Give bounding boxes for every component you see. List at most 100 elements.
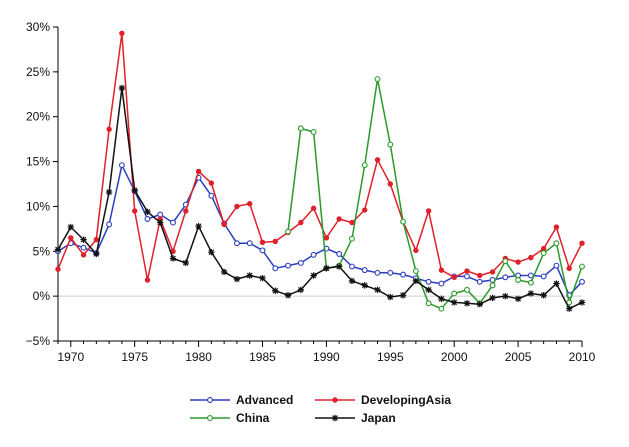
data-point-developingasia xyxy=(566,265,572,272)
legend-marker-china xyxy=(207,415,213,421)
data-point-developingasia xyxy=(464,268,470,274)
data-point-japan xyxy=(553,280,560,287)
legend-item-japan: Japan xyxy=(315,411,396,425)
series-japan xyxy=(54,84,586,312)
data-point-developingasia xyxy=(323,235,330,241)
data-point-developingasia xyxy=(579,240,585,246)
x-tick-label: 2010 xyxy=(569,350,596,364)
data-point-developingasia xyxy=(68,235,74,241)
series-line-china xyxy=(287,78,583,310)
data-point-advanced xyxy=(476,278,483,285)
data-point-japan xyxy=(131,187,138,194)
data-point-developingasia xyxy=(362,207,368,213)
x-tick-label: 2005 xyxy=(505,350,532,364)
data-point-developingasia xyxy=(298,219,304,226)
data-point-china xyxy=(515,277,522,283)
data-point-japan xyxy=(80,236,87,243)
data-point-japan xyxy=(578,299,586,306)
data-point-japan xyxy=(348,277,356,285)
data-point-japan xyxy=(412,277,420,285)
data-point-japan xyxy=(284,292,292,299)
data-point-developingasia xyxy=(515,259,521,265)
y-tick-label: 15% xyxy=(26,155,50,169)
y-tick-label: 0% xyxy=(33,289,51,303)
data-point-japan xyxy=(182,259,190,267)
data-point-advanced xyxy=(272,265,279,272)
data-point-developingasia xyxy=(259,239,266,246)
x-tick-label: 1970 xyxy=(57,350,84,364)
y-tick-label: 10% xyxy=(26,199,50,213)
data-point-china xyxy=(412,268,419,274)
legend-label-developingasia: DevelopingAsia xyxy=(361,393,451,407)
data-point-japan xyxy=(540,292,547,299)
data-point-japan xyxy=(233,275,241,283)
data-point-advanced xyxy=(144,216,151,222)
data-point-developingasia xyxy=(477,272,483,279)
x-tick-label: 2000 xyxy=(441,350,468,364)
data-point-japan xyxy=(208,248,215,256)
data-point-japan xyxy=(425,286,432,294)
y-tick-label: 20% xyxy=(26,110,50,124)
data-point-china xyxy=(438,305,445,312)
data-point-developingasia xyxy=(55,266,61,272)
data-point-developingasia xyxy=(195,168,202,175)
y-tick-label: 25% xyxy=(26,65,50,79)
legend-item-china: China xyxy=(190,411,270,425)
plot-area xyxy=(54,30,586,312)
data-point-advanced xyxy=(285,262,291,269)
data-point-japan xyxy=(272,287,279,294)
legend-marker-advanced xyxy=(207,397,213,403)
data-point-china xyxy=(297,125,304,132)
data-point-developingasia xyxy=(387,181,393,187)
legend-label-advanced: Advanced xyxy=(236,393,293,407)
data-point-advanced xyxy=(540,273,547,280)
x-tick-label: 1990 xyxy=(313,350,340,364)
data-point-japan xyxy=(476,301,483,308)
data-point-china xyxy=(489,282,496,289)
data-point-developingasia xyxy=(234,203,240,210)
data-point-china xyxy=(579,263,585,270)
data-point-advanced xyxy=(118,162,125,169)
data-point-advanced xyxy=(387,269,394,276)
data-point-developingasia xyxy=(221,221,227,228)
data-point-advanced xyxy=(297,259,304,266)
data-point-china xyxy=(374,76,381,82)
data-point-developingasia xyxy=(106,126,112,132)
series-line-developingasia xyxy=(57,32,583,281)
data-point-japan xyxy=(169,255,177,262)
data-point-china xyxy=(502,258,509,265)
data-point-china xyxy=(464,286,470,293)
data-point-japan xyxy=(246,272,253,279)
data-point-developingasia xyxy=(336,216,342,222)
data-point-japan xyxy=(514,295,522,303)
data-point-japan xyxy=(335,263,343,270)
y-tick-label: 5% xyxy=(33,244,51,258)
data-point-developingasia xyxy=(349,219,355,226)
data-point-developingasia xyxy=(425,208,432,214)
data-point-japan xyxy=(118,84,126,92)
data-point-developingasia xyxy=(489,269,496,275)
data-point-developingasia xyxy=(451,274,457,281)
data-point-advanced xyxy=(400,271,407,278)
data-point-japan xyxy=(566,305,573,312)
data-point-developingasia xyxy=(528,254,534,261)
data-point-japan xyxy=(144,208,151,216)
legend-label-japan: Japan xyxy=(361,411,396,425)
data-point-advanced xyxy=(464,273,470,280)
data-point-advanced xyxy=(259,247,266,254)
data-point-japan xyxy=(438,295,445,303)
data-point-japan xyxy=(463,300,471,307)
x-tick-label: 1995 xyxy=(377,350,404,364)
data-point-china xyxy=(540,250,547,257)
data-point-japan xyxy=(310,272,317,279)
data-point-advanced xyxy=(438,280,445,287)
legend-item-developingasia: DevelopingAsia xyxy=(315,393,451,407)
data-point-japan xyxy=(374,286,381,294)
data-point-japan xyxy=(399,292,407,299)
x-tick-label: 1975 xyxy=(121,350,148,364)
data-point-developingasia xyxy=(413,247,419,254)
data-point-advanced xyxy=(579,278,585,285)
data-point-advanced xyxy=(425,278,432,285)
data-point-developingasia xyxy=(208,180,215,186)
